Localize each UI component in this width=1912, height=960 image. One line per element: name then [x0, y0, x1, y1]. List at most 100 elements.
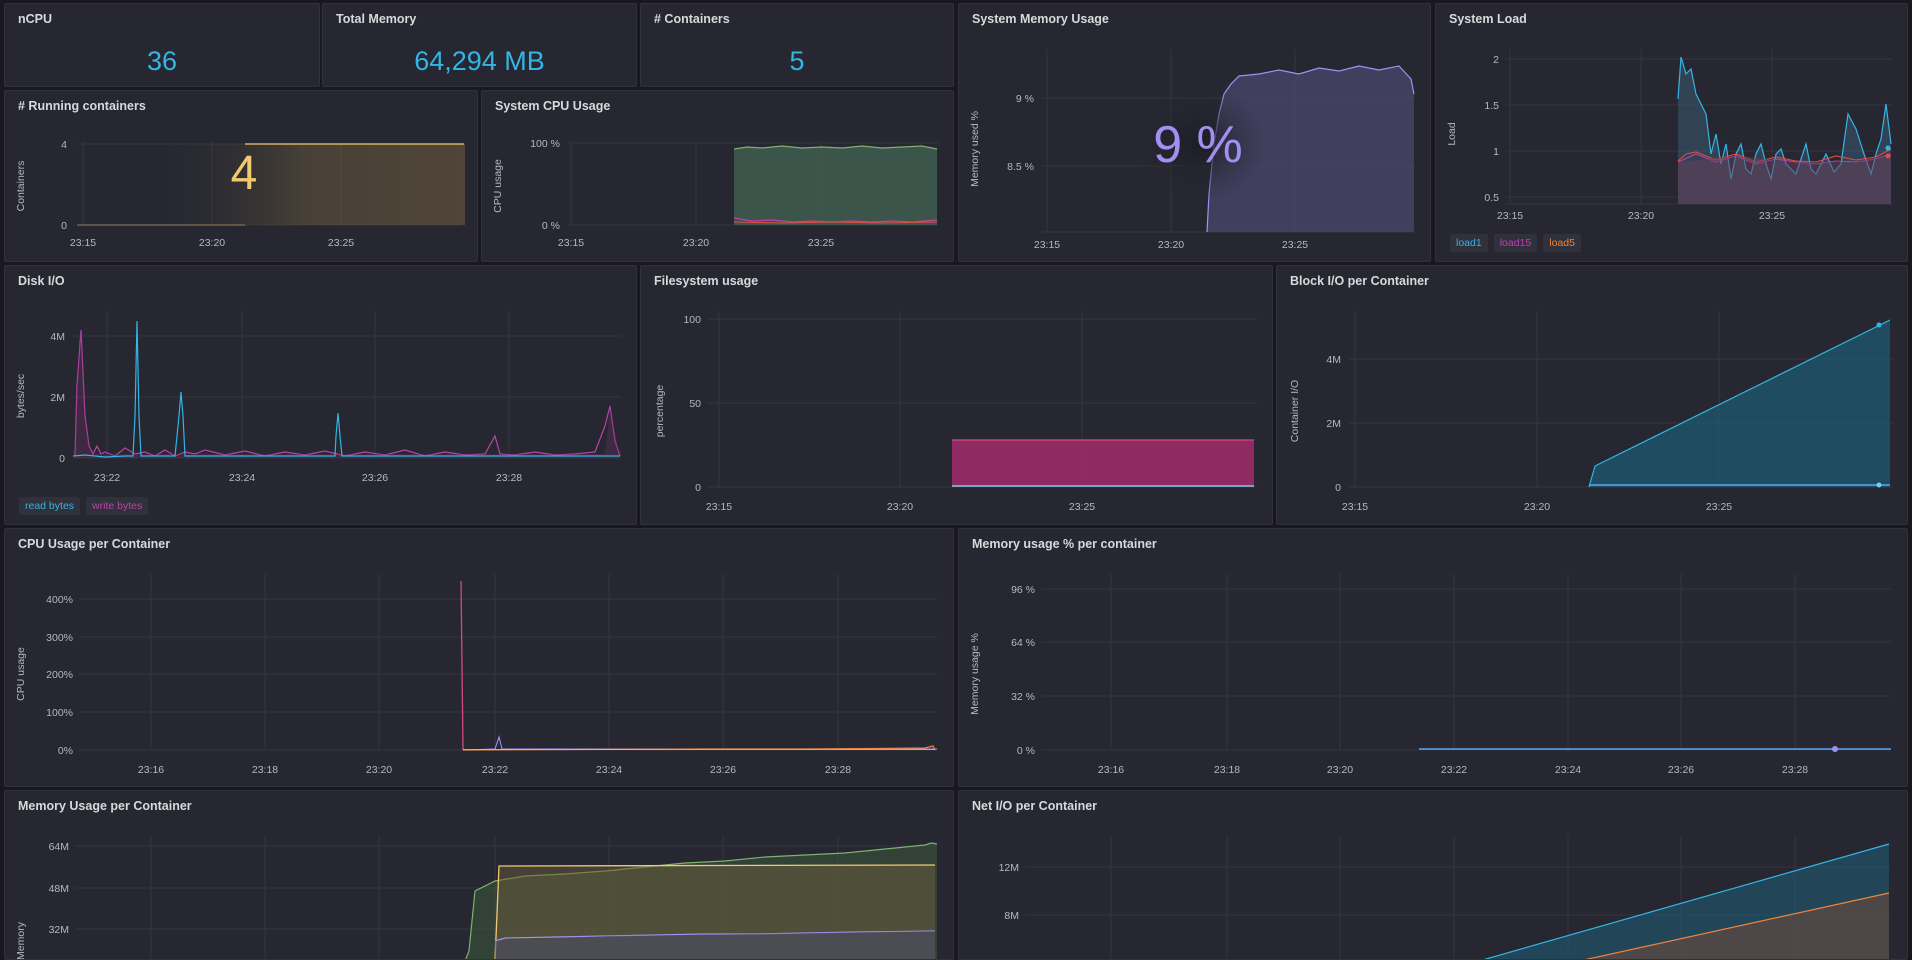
- y-tick: 32 %: [1011, 691, 1035, 703]
- panel-title: Memory usage % per container: [972, 537, 1157, 551]
- y-tick: 8M: [1004, 910, 1019, 922]
- y-tick: 0 %: [542, 220, 560, 232]
- x-tick: 23:25: [1069, 501, 1095, 513]
- x-tick: 23:22: [1441, 764, 1467, 776]
- running-big-value: 4: [231, 147, 258, 200]
- x-tick: 23:15: [1497, 210, 1523, 222]
- y-tick: 4M: [50, 331, 65, 343]
- y-tick: 96 %: [1011, 584, 1035, 596]
- panel-title: System CPU Usage: [495, 99, 611, 113]
- panel-ncpu[interactable]: nCPU 36: [4, 3, 320, 87]
- x-tick: 23:20: [1524, 501, 1550, 513]
- y-tick: 100 %: [530, 138, 560, 150]
- x-tick: 23:25: [328, 237, 354, 249]
- x-tick: 23:20: [1327, 764, 1353, 776]
- y-tick: 9 %: [1016, 93, 1034, 105]
- panel-title: # Containers: [654, 12, 730, 26]
- x-tick: 23:25: [1759, 210, 1785, 222]
- x-tick: 23:26: [710, 764, 736, 776]
- x-tick: 23:28: [1782, 764, 1808, 776]
- x-tick: 23:20: [887, 501, 913, 513]
- legend-load15[interactable]: load15: [1493, 234, 1538, 252]
- panel-title: Disk I/O: [18, 274, 65, 288]
- y-tick: 48M: [49, 883, 69, 895]
- y-label: CPU usage: [492, 159, 504, 213]
- x-tick: 23:22: [482, 764, 508, 776]
- x-tick: 23:20: [683, 237, 709, 249]
- y-tick: 0 %: [1017, 745, 1035, 757]
- y-tick: 50: [689, 398, 701, 410]
- x-tick: 23:15: [706, 501, 732, 513]
- y-label: Container I/O: [1289, 380, 1301, 442]
- panel-system-load[interactable]: System Load 2 1.5 1 0.5 23:15 23:20 23:2…: [1435, 3, 1908, 262]
- net-io-orange-line: [1585, 892, 1890, 959]
- x-tick: 23:26: [362, 472, 388, 484]
- y-tick: 100: [683, 314, 701, 326]
- x-tick: 23:25: [808, 237, 834, 249]
- memory-pct-chart: 96 % 64 % 32 % 0 % 23:16 23:18 23:20 23:…: [969, 574, 1891, 776]
- y-tick: 8.5 %: [1007, 161, 1034, 173]
- block-io-point-2: [1876, 482, 1882, 488]
- y-tick: 0: [695, 482, 701, 494]
- y-tick: 0: [61, 220, 67, 232]
- y-label: percentage: [654, 385, 666, 438]
- y-tick: 300%: [46, 632, 73, 644]
- cpu-red-line: [733, 221, 938, 224]
- y-tick: 0%: [58, 745, 73, 757]
- x-tick: 23:20: [1628, 210, 1654, 222]
- running-containers-chart: 4 4 0 23:15 23:20 23:25 Containers: [15, 139, 465, 249]
- legend-load1[interactable]: load1: [1450, 234, 1488, 252]
- panel-cpu-per-container[interactable]: CPU Usage per Container 400% 300% 200% 1…: [4, 528, 954, 787]
- x-tick: 23:25: [1282, 239, 1308, 251]
- legend-read-bytes[interactable]: read bytes: [19, 497, 81, 515]
- memory-pct-point: [1832, 746, 1838, 752]
- panel-system-memory[interactable]: System Memory Usage 9 % 9 % 8.5 % 23:15 …: [958, 3, 1431, 262]
- y-label: Load: [1446, 122, 1458, 146]
- panel-memory-per-container[interactable]: Memory Usage per Container 64M 48M 32M M…: [4, 790, 954, 960]
- x-tick: 23:25: [1706, 501, 1732, 513]
- net-io-chart: 12M 8M: [999, 836, 1891, 959]
- panel-system-cpu[interactable]: System CPU Usage 100 % 0 % 23:15 23:20 2…: [481, 90, 954, 262]
- panel-net-io[interactable]: Net I/O per Container 12M 8M: [958, 790, 1908, 960]
- panel-title: CPU Usage per Container: [18, 537, 171, 551]
- stat-value: 5: [789, 46, 805, 76]
- panel-memory-pct-per-container[interactable]: Memory usage % per container 96 % 64 % 3…: [958, 528, 1908, 787]
- read-bytes-line: [72, 320, 620, 458]
- disk-io-chart: 4M 2M 0 23:22 23:24 23:26 23:28 bytes/se…: [15, 311, 621, 484]
- panel-title: Filesystem usage: [654, 274, 759, 288]
- x-tick: 23:20: [1158, 239, 1184, 251]
- y-tick: 64 %: [1011, 637, 1035, 649]
- legend-write-bytes[interactable]: write bytes: [86, 497, 149, 515]
- fs-usage-area: [952, 440, 1254, 487]
- panel-title: # Running containers: [18, 99, 146, 113]
- cpu-total-line: [733, 145, 938, 150]
- block-io-chart: 4M 2M 0 23:15 23:20 23:25 Container I/O: [1289, 311, 1893, 513]
- panel-filesystem-usage[interactable]: Filesystem usage 100 50 0 23:15 23:20 23…: [640, 265, 1273, 525]
- panel-title: Block I/O per Container: [1290, 274, 1429, 288]
- memory-big-value: 9 %: [1153, 116, 1243, 174]
- panel-total-memory[interactable]: Total Memory 64,294 MB: [322, 3, 637, 87]
- system-cpu-chart: 100 % 0 % 23:15 23:20 23:25 CPU usage: [492, 138, 938, 249]
- panel-title: nCPU: [18, 12, 53, 26]
- panel-block-io[interactable]: Block I/O per Container 4M 2M 0 23:15 23…: [1276, 265, 1908, 525]
- panel-running-containers[interactable]: # Running containers 4 4 0 23:15 23:20 2…: [4, 90, 478, 262]
- y-tick: 4: [61, 139, 67, 151]
- legend-load5[interactable]: load5: [1543, 234, 1581, 252]
- panel-title: System Memory Usage: [972, 12, 1109, 26]
- load1-point: [1885, 145, 1891, 151]
- y-label: Containers: [15, 161, 27, 212]
- cpu-total-area: [734, 146, 937, 225]
- system-memory-chart: 9 % 9 % 8.5 % 23:15 23:20 23:25 Memory u…: [969, 49, 1415, 251]
- x-tick: 23:24: [1555, 764, 1581, 776]
- panel-disk-io[interactable]: Disk I/O 4M 2M 0 23:22 23:24 23:26 23:28…: [4, 265, 637, 525]
- y-tick: 32M: [49, 924, 69, 936]
- mem-yellow-line: [494, 864, 936, 959]
- panel-containers[interactable]: # Containers 5: [640, 3, 954, 87]
- y-label: CPU usage: [15, 647, 27, 701]
- cpu-spike-line: [460, 580, 464, 751]
- system-load-chart: 2 1.5 1 0.5 23:15 23:20 23:25 Load: [1446, 49, 1892, 222]
- x-tick: 23:20: [366, 764, 392, 776]
- stat-value: 64,294 MB: [414, 46, 545, 76]
- x-tick: 23:18: [252, 764, 278, 776]
- load5-point: [1885, 153, 1891, 159]
